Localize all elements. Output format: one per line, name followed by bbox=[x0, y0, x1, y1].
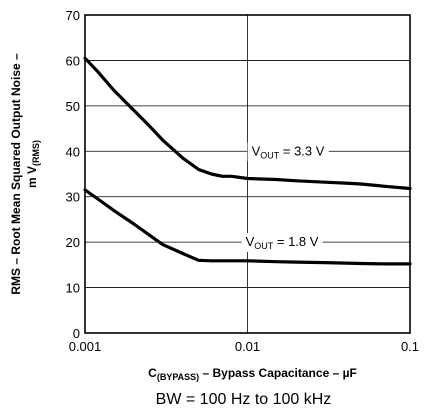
y-tick-label: 0 bbox=[73, 326, 80, 341]
y-tick-label: 20 bbox=[66, 235, 80, 250]
series-label-text: VOUT = 3.3 V bbox=[252, 143, 325, 160]
x-tick-label: 0.01 bbox=[235, 339, 260, 354]
y-axis-title-line2: m V(RMS) bbox=[25, 140, 41, 188]
series-label-vout-1-8: VOUT = 1.8 V bbox=[241, 233, 323, 253]
plot-frame bbox=[84, 14, 411, 334]
series-label-vout-3-3: VOUT = 3.3 V bbox=[247, 142, 329, 162]
tick-layer: 0 10 20 30 40 50 60 70 0.001 0.01 0.1 bbox=[66, 8, 420, 354]
series-line-1 bbox=[83, 188, 412, 266]
y-tick-label: 40 bbox=[66, 144, 80, 159]
x-tick-label: 0.1 bbox=[401, 339, 419, 354]
x-axis-title: C(BYPASS) – Bypass Capacitance – µF bbox=[148, 366, 357, 382]
y-tick-label: 50 bbox=[66, 99, 80, 114]
y-axis-title-line1: RMS – Root Mean Squared Output Noise – bbox=[9, 53, 23, 295]
y-tick-label: 10 bbox=[66, 281, 80, 296]
series-label-background bbox=[247, 142, 329, 162]
series-label-text: VOUT = 1.8 V bbox=[246, 234, 319, 251]
bandwidth-footnote: BW = 100 Hz to 100 kHz bbox=[156, 391, 332, 408]
series-layer bbox=[83, 56, 412, 266]
grid-layer bbox=[85, 15, 410, 333]
series-line-0 bbox=[83, 56, 412, 191]
series-label-background bbox=[241, 233, 323, 253]
y-tick-label: 30 bbox=[66, 190, 80, 205]
y-tick-label: 70 bbox=[66, 8, 80, 23]
x-tick-label: 0.001 bbox=[69, 339, 102, 354]
y-tick-label: 60 bbox=[66, 53, 80, 68]
